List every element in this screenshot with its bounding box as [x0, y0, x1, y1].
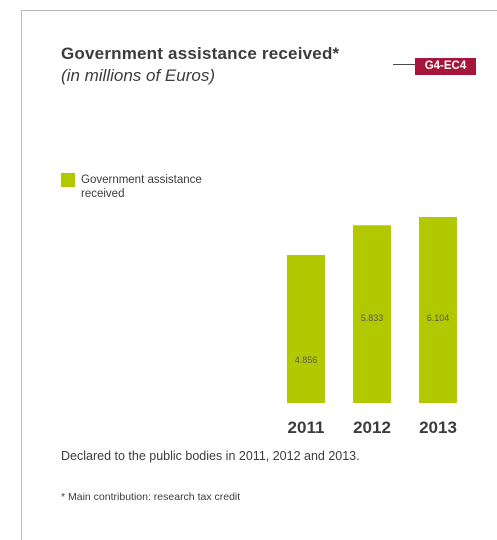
- legend-swatch: [61, 173, 75, 187]
- bar-2011: [287, 255, 325, 403]
- title-underline-rule: [393, 64, 415, 65]
- declaration-note: Declared to the public bodies in 2011, 2…: [61, 449, 360, 463]
- bar-value-label-2012: 5.833: [361, 313, 384, 323]
- footnote: * Main contribution: research tax credit: [61, 491, 241, 503]
- category-label-2013: 2013: [419, 418, 457, 437]
- legend-label: Government assistance received: [81, 174, 202, 200]
- chart-subtitle: (in millions of Euros): [61, 66, 215, 85]
- chart-title: Government assistance received*: [61, 44, 340, 63]
- gri-badge: G4-EC4: [415, 58, 476, 75]
- bar-value-label-2013: 6.104: [427, 313, 450, 323]
- category-label-2011: 2011: [288, 418, 325, 437]
- bar-value-label-2011: 4.856: [295, 355, 318, 365]
- bar-2012: [353, 225, 391, 403]
- frame-left-border: [21, 10, 22, 540]
- category-label-2012: 2012: [353, 418, 391, 437]
- bar-2013: [419, 217, 457, 403]
- frame-top-border: [21, 10, 497, 11]
